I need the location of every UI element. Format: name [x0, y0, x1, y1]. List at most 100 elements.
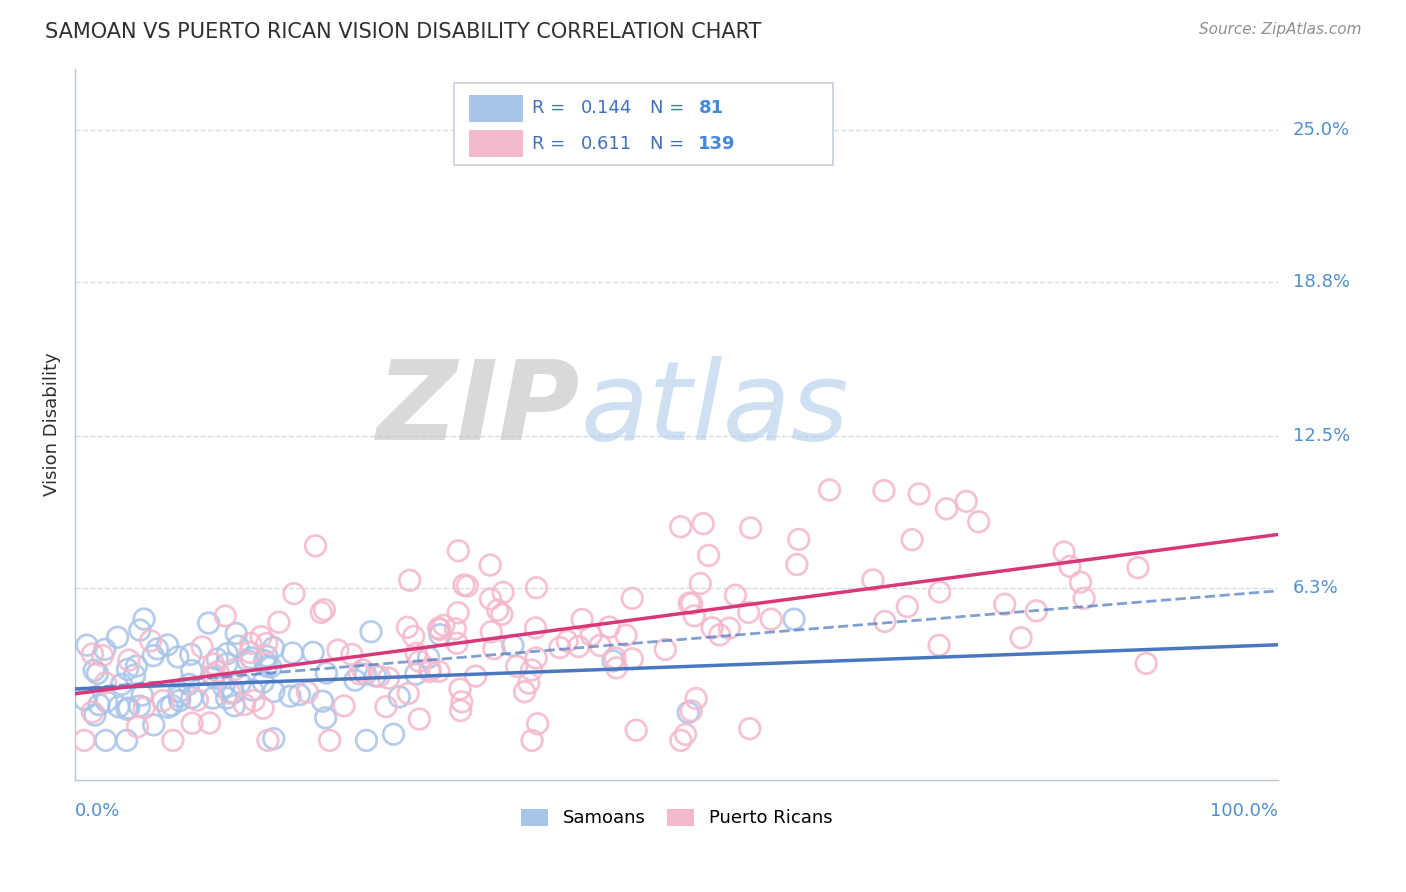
Point [256, 659, 278, 673]
Legend: Samoans, Puerto Ricans: Samoans, Puerto Ricans [515, 801, 839, 835]
Point [605, 661, 627, 675]
Point [1073, 591, 1095, 606]
Point [396, 620, 419, 634]
Point [82, 705, 104, 719]
Text: 25.0%: 25.0% [1294, 120, 1350, 139]
Point [240, 651, 263, 665]
Point [520, 663, 543, 677]
Point [252, 701, 274, 715]
Point [110, 677, 132, 691]
Point [702, 621, 724, 635]
Point [217, 647, 239, 661]
Point [281, 646, 304, 660]
Point [862, 573, 884, 587]
Point [326, 643, 349, 657]
Point [405, 667, 427, 681]
Point [318, 733, 340, 747]
Point [603, 651, 626, 665]
Point [115, 702, 138, 716]
Point [396, 686, 419, 700]
Point [375, 699, 398, 714]
Point [449, 681, 471, 696]
Point [180, 648, 202, 662]
Point [267, 615, 290, 630]
Point [479, 591, 502, 606]
Point [624, 723, 647, 738]
Point [444, 622, 467, 636]
Point [139, 633, 162, 648]
Point [1069, 575, 1091, 590]
Point [994, 597, 1017, 611]
Point [1025, 604, 1047, 618]
Bar [468, 95, 523, 122]
Point [377, 671, 399, 685]
Point [224, 663, 246, 677]
Point [479, 558, 502, 573]
Bar [468, 130, 523, 157]
Point [602, 654, 624, 668]
Point [418, 650, 440, 665]
Point [86, 666, 108, 681]
Point [568, 640, 591, 654]
Point [263, 731, 285, 746]
Point [709, 628, 731, 642]
Bar [454, 83, 834, 164]
Point [513, 685, 536, 699]
Point [1053, 545, 1076, 559]
Point [202, 670, 225, 684]
Point [262, 640, 284, 655]
Point [156, 638, 179, 652]
Point [250, 630, 273, 644]
Point [309, 605, 332, 619]
Point [429, 628, 451, 642]
Point [180, 664, 202, 678]
Point [908, 487, 931, 501]
Point [197, 615, 219, 630]
Point [787, 533, 810, 547]
Point [344, 673, 367, 688]
Point [1135, 657, 1157, 671]
Point [368, 669, 391, 683]
Point [453, 578, 475, 592]
Point [759, 612, 782, 626]
Point [419, 662, 441, 676]
Point [675, 727, 697, 741]
Point [167, 684, 190, 698]
Point [115, 733, 138, 747]
Text: ZIP: ZIP [377, 356, 581, 463]
Point [356, 733, 378, 747]
Point [333, 698, 356, 713]
Point [118, 653, 141, 667]
Text: 100.0%: 100.0% [1211, 803, 1278, 821]
Point [681, 597, 703, 611]
Point [901, 533, 924, 547]
Point [215, 691, 238, 706]
Point [427, 621, 450, 635]
Point [107, 699, 129, 714]
Point [202, 667, 225, 681]
Point [191, 640, 214, 654]
Point [614, 628, 637, 642]
Point [405, 646, 427, 660]
Point [128, 699, 150, 714]
Text: 6.3%: 6.3% [1294, 579, 1339, 598]
Point [156, 700, 179, 714]
Point [239, 645, 262, 659]
Point [685, 691, 707, 706]
Point [132, 612, 155, 626]
Point [1126, 560, 1149, 574]
Point [697, 549, 720, 563]
Point [207, 665, 229, 679]
Point [967, 515, 990, 529]
Point [304, 539, 326, 553]
Point [786, 558, 808, 572]
Point [124, 668, 146, 682]
Point [117, 662, 139, 676]
Point [142, 718, 165, 732]
Text: N =: N = [650, 135, 685, 153]
Point [818, 483, 841, 497]
Point [352, 663, 374, 677]
Point [233, 698, 256, 712]
Point [354, 667, 377, 681]
Point [928, 585, 950, 599]
